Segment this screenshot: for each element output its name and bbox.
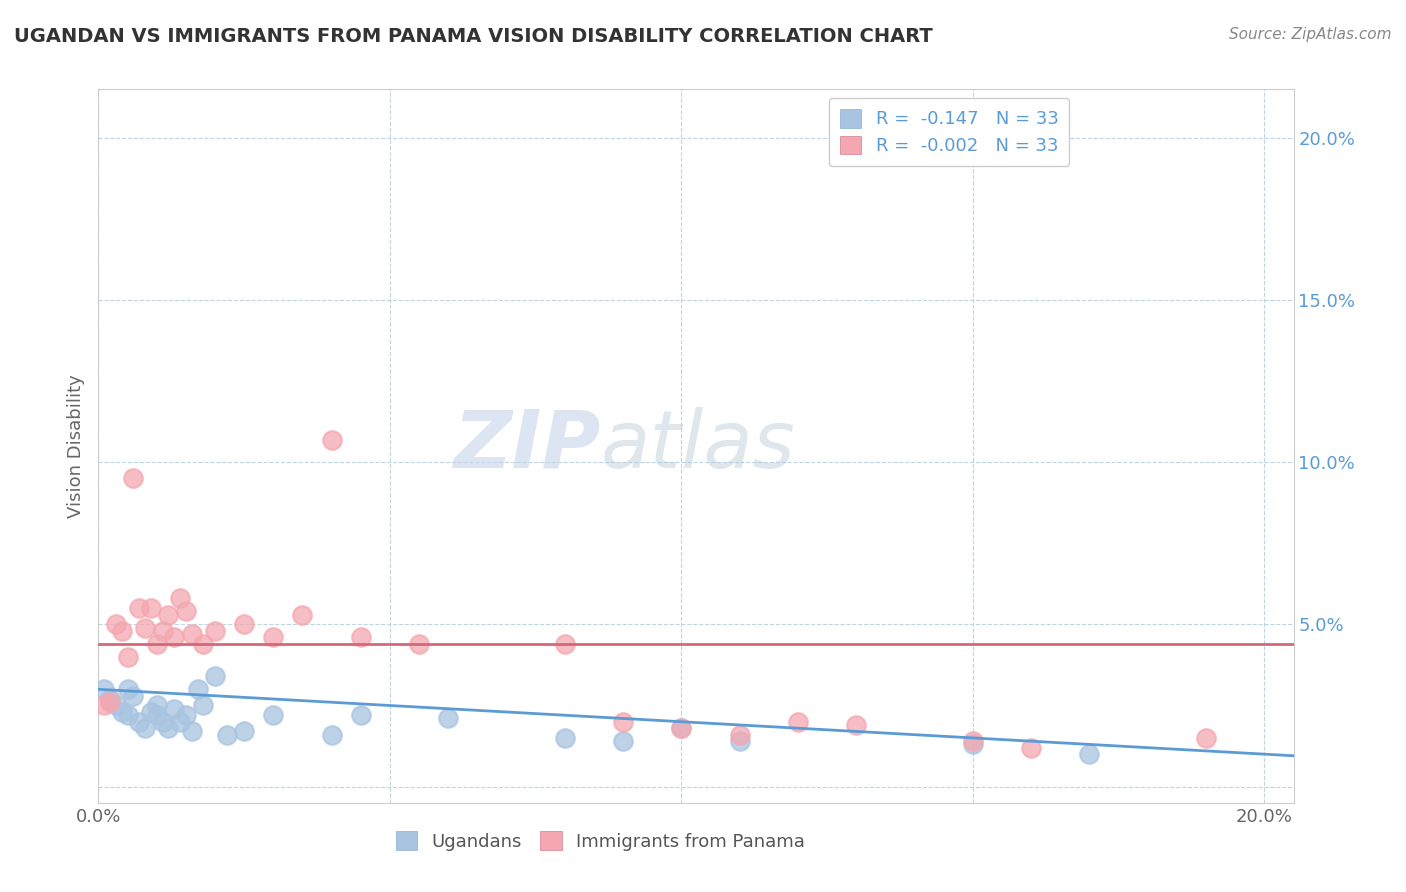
Point [180,724,202,739]
Point [134,621,156,635]
Point [233,617,256,632]
Point [157,607,180,622]
Point [671,721,693,735]
Point [671,721,693,735]
Point [262,708,284,723]
Point [193,698,215,713]
Point [169,591,191,606]
Point [291,607,314,622]
Point [111,624,134,638]
Point [98,695,121,709]
Point [122,471,145,485]
Point [962,734,984,748]
Point [117,708,139,723]
Point [437,711,460,725]
Point [152,624,174,638]
Point [139,705,162,719]
Point [186,682,208,697]
Point [117,682,139,697]
Point [145,698,167,713]
Point [728,734,751,748]
Point [612,714,634,729]
Point [193,637,215,651]
Point [204,669,226,683]
Point [145,708,167,723]
Point [152,714,174,729]
Point [111,705,134,719]
Point [104,698,127,713]
Point [728,728,751,742]
Point [612,734,634,748]
Legend: Ugandans, Immigrants from Panama: Ugandans, Immigrants from Panama [388,824,813,858]
Point [321,433,343,447]
Point [163,702,186,716]
Point [180,627,202,641]
Point [1019,740,1042,755]
Point [408,637,430,651]
Point [215,728,238,742]
Point [169,714,191,729]
Point [93,698,115,713]
Point [321,728,343,742]
Point [350,631,373,645]
Text: UGANDAN VS IMMIGRANTS FROM PANAMA VISION DISABILITY CORRELATION CHART: UGANDAN VS IMMIGRANTS FROM PANAMA VISION… [14,27,932,45]
Point [157,721,180,735]
Point [104,617,127,632]
Text: ZIP: ZIP [453,407,600,485]
Point [554,637,576,651]
Point [117,649,139,664]
Point [174,708,197,723]
Point [1078,747,1101,761]
Point [845,718,868,732]
Point [554,731,576,745]
Point [787,714,810,729]
Point [350,708,373,723]
Point [134,721,156,735]
Point [962,738,984,752]
Point [145,637,167,651]
Y-axis label: Vision Disability: Vision Disability [66,374,84,518]
Point [163,631,186,645]
Point [93,682,115,697]
Point [233,724,256,739]
Point [128,714,150,729]
Text: Source: ZipAtlas.com: Source: ZipAtlas.com [1229,27,1392,42]
Point [1195,731,1218,745]
Text: atlas: atlas [600,407,796,485]
Point [204,624,226,638]
Point [262,631,284,645]
Point [98,692,121,706]
Point [122,689,145,703]
Point [139,601,162,615]
Point [128,601,150,615]
Point [174,604,197,618]
